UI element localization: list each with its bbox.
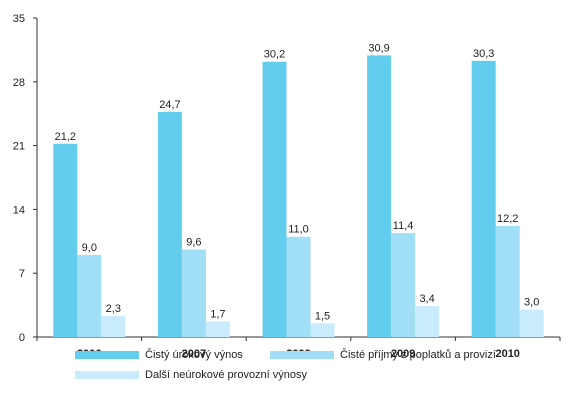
data-label: 11,4 [393, 220, 414, 232]
bar [286, 236, 311, 337]
y-tick-label: 14 [13, 204, 25, 216]
data-label: 1,5 [315, 310, 330, 322]
legend-item-other-income: Další neúrokové provozní výnosy [75, 369, 307, 381]
legend-item-fees: Čisté příjmy z poplatků a provizí [270, 349, 496, 361]
y-tick-label: 28 [13, 77, 25, 89]
data-label: 21,2 [55, 131, 76, 143]
legend-item-net-interest: Čistý úrokový výnos [75, 349, 243, 361]
data-label: 11,0 [288, 224, 309, 236]
bar [471, 60, 496, 337]
bar [495, 225, 520, 337]
data-label: 30,3 [473, 48, 494, 60]
data-label: 3,4 [419, 293, 434, 305]
bar [181, 249, 206, 337]
legend-swatch-fees [270, 351, 334, 359]
bar [519, 309, 544, 337]
bar [310, 323, 335, 337]
y-tick-label: 0 [19, 332, 25, 344]
bar [53, 143, 78, 337]
x-tick-label: 2007 [182, 348, 206, 360]
legend-swatch-other-income [75, 371, 139, 379]
y-axis: 0 7 14 21 28 35 [13, 13, 38, 344]
y-tick-label: 21 [13, 141, 25, 153]
x-tick-label: 2009 [391, 348, 415, 360]
bar [262, 61, 287, 338]
bars [53, 55, 544, 338]
data-label: 12,2 [497, 213, 518, 225]
y-tick-label: 35 [13, 13, 25, 25]
bar [367, 55, 392, 338]
data-label: 9,0 [82, 242, 97, 254]
bar [415, 306, 440, 337]
data-label: 30,2 [264, 49, 285, 61]
bar [157, 111, 182, 338]
data-label: 3,0 [524, 297, 539, 309]
bar [391, 233, 416, 337]
y-tick-label: 7 [19, 268, 25, 280]
legend-label-other-income: Další neúrokové provozní výnosy [145, 369, 308, 381]
x-tick-label: 2010 [495, 348, 519, 360]
legend-swatch-net-interest [75, 351, 139, 359]
data-label: 24,7 [159, 99, 180, 111]
data-label: 30,9 [368, 42, 389, 54]
legend-label-fees: Čisté příjmy z poplatků a provizí [340, 349, 496, 361]
data-label: 2,3 [106, 303, 121, 315]
bar [205, 321, 230, 337]
legend-label-net-interest: Čistý úrokový výnos [145, 349, 243, 361]
bar [101, 316, 126, 337]
data-label: 1,7 [210, 309, 225, 321]
data-labels: 21,2 9,0 2,3 24,7 9,6 1,7 30,2 11,0 1,5 30,9 11,4 3… [55, 42, 540, 322]
data-label: 9,6 [186, 237, 201, 249]
bar [77, 254, 102, 337]
